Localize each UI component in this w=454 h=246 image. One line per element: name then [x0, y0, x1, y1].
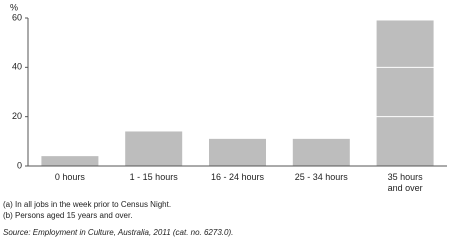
x-tick-label: 1 - 15 hours [129, 172, 178, 182]
x-tick-label: 25 - 34 hours [294, 172, 348, 182]
bar [376, 20, 434, 166]
x-tick-label: 0 hours [54, 172, 85, 182]
y-tick-label: 20 [12, 111, 22, 121]
source: Source: Employment in Culture, Australia… [3, 228, 234, 237]
y-tick-label: 60 [12, 12, 22, 22]
bar [292, 138, 350, 166]
y-axis-label: % [10, 2, 18, 12]
footnote: (a) In all jobs in the week prior to Cen… [3, 200, 172, 209]
y-tick-label: 40 [12, 62, 22, 72]
bar [125, 131, 183, 166]
y-tick-label: 0 [17, 160, 22, 170]
bar [41, 156, 99, 166]
bar [209, 138, 266, 166]
x-tick-label: 16 - 24 hours [210, 172, 265, 182]
x-tick-label: 35 hours and over [387, 172, 423, 193]
footnote: (b) Persons aged 15 years and over. [3, 211, 133, 220]
